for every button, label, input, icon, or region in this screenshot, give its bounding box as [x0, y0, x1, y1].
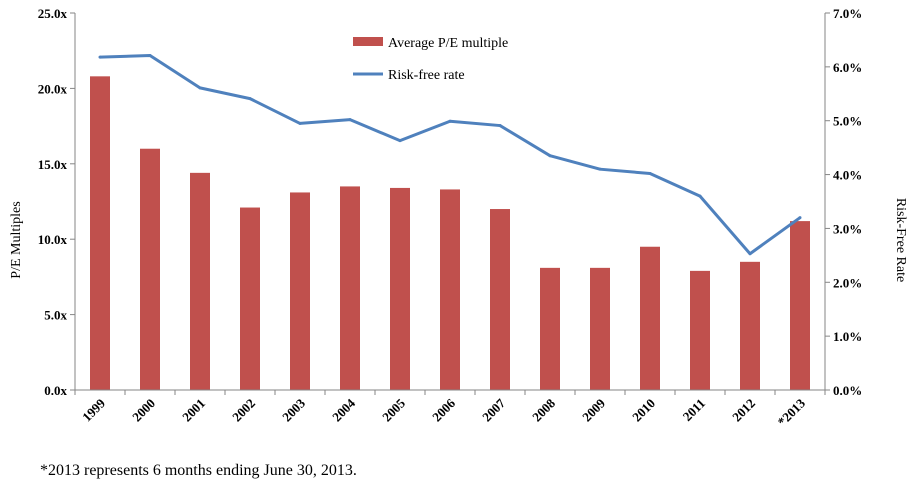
rate-point-2006	[448, 119, 452, 123]
left-tick-label: 0.0x	[44, 383, 67, 398]
bar-1999	[90, 76, 110, 390]
bar-2008	[540, 267, 560, 390]
x-tick-label: 2002	[229, 396, 258, 425]
bar-2003	[290, 192, 310, 390]
x-tick-label: 2001	[179, 396, 208, 425]
x-tick-label: 2000	[129, 396, 158, 425]
rate-point-2005	[398, 139, 402, 143]
right-tick-label: 1.0%	[833, 329, 862, 344]
bar-2004	[340, 186, 360, 390]
right-tick-label: 2.0%	[833, 275, 862, 290]
right-tick-label: 7.0%	[833, 6, 862, 21]
x-tick-label: 2009	[579, 395, 608, 424]
rate-point-2012	[748, 252, 752, 256]
rate-point-*2013	[798, 216, 802, 220]
bar-2010	[640, 246, 660, 390]
right-axis-title: Risk-Free Rate	[893, 198, 908, 282]
x-tick-label: *2013	[775, 395, 809, 429]
x-tick-label: 1999	[79, 395, 108, 424]
right-tick-label: 3.0%	[833, 221, 862, 236]
left-axis-title: P/E Multiples	[9, 201, 24, 278]
rate-point-2002	[248, 97, 252, 101]
left-tick-label: 20.0x	[38, 81, 68, 96]
bar-2006	[440, 189, 460, 390]
footnote: *2013 represents 6 months ending June 30…	[40, 462, 357, 479]
bar-2009	[590, 267, 610, 390]
bar-2000	[140, 148, 160, 390]
rate-point-2009	[598, 167, 602, 171]
legend-label-rate: Risk-free rate	[388, 68, 465, 83]
left-tick-label: 5.0x	[44, 308, 67, 323]
bar-2011	[690, 270, 710, 390]
bar-2002	[240, 207, 260, 390]
rate-point-2003	[298, 121, 302, 125]
x-tick-label: 2008	[529, 395, 558, 424]
rate-point-2007	[498, 124, 502, 128]
left-tick-label: 10.0x	[38, 232, 68, 247]
legend-swatch-pe	[353, 37, 383, 46]
x-tick-label: 2003	[279, 395, 308, 424]
right-tick-label: 6.0%	[833, 60, 862, 75]
rate-point-2004	[348, 118, 352, 122]
bar-*2013	[790, 221, 810, 390]
bars-layer	[90, 76, 810, 390]
x-tick-label: 2011	[680, 396, 708, 424]
right-tick-label: 0.0%	[833, 383, 862, 398]
bar-2001	[190, 172, 210, 390]
axes-layer	[70, 12, 830, 395]
x-tick-label: 2006	[429, 395, 458, 424]
rate-point-2011	[698, 194, 702, 198]
left-tick-label: 15.0x	[38, 157, 68, 172]
pe-riskfree-chart: 0.0x 5.0x 10.0x 15.0x 20.0x 25.0x 0.0% 1.0% 2.0%…	[9, 6, 908, 429]
legend: Average P/E multiple Risk-free rate	[353, 36, 508, 83]
rate-point-2010	[648, 171, 652, 175]
right-tick-label: 4.0%	[833, 168, 862, 183]
rate-point-2008	[548, 154, 552, 158]
x-tick-label: 2007	[479, 395, 508, 424]
x-tick-label: 2005	[379, 395, 408, 424]
rate-point-2000	[148, 54, 152, 58]
rate-point-2001	[198, 86, 202, 90]
left-tick-label: 25.0x	[38, 6, 68, 21]
rate-point-1999	[98, 55, 102, 59]
bar-2007	[490, 209, 510, 390]
bar-2012	[740, 261, 760, 390]
x-tick-label: 2012	[729, 396, 758, 425]
bar-2005	[390, 187, 410, 390]
right-tick-label: 5.0%	[833, 114, 862, 129]
x-tick-label: 2004	[329, 395, 358, 424]
x-tick-label: 2010	[629, 396, 658, 425]
line-layer	[98, 54, 802, 256]
legend-label-pe: Average P/E multiple	[388, 36, 508, 51]
